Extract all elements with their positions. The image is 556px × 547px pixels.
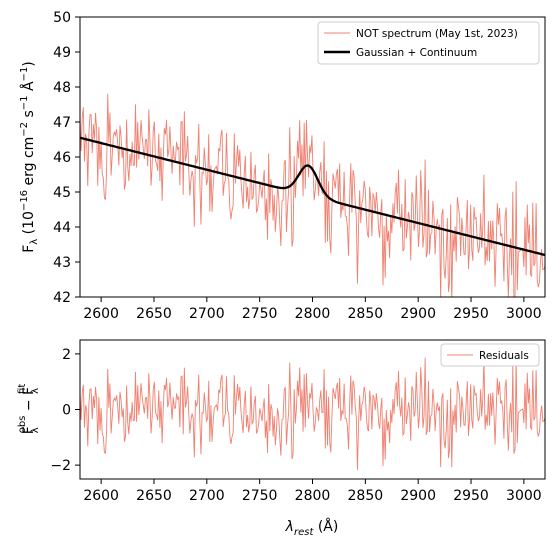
bottom-x-tick-label: 2650 xyxy=(136,488,172,504)
bottom-x-tick-label: 2900 xyxy=(400,488,436,504)
top-x-tick-label: 2650 xyxy=(136,306,172,322)
top-y-tick-label: 44 xyxy=(53,220,71,236)
bottom-plot-area xyxy=(80,356,545,470)
bottom-x-tick-label: 3000 xyxy=(506,488,542,504)
top-y-tick-label: 45 xyxy=(53,185,71,201)
top-y-tick-label: 48 xyxy=(53,80,71,96)
top-x-tick-label: 2950 xyxy=(453,306,489,322)
bottom-x-axis-label: λrest (Å) xyxy=(285,518,339,538)
top-x-tick-label: 2600 xyxy=(83,306,119,322)
bottom-x-tick-label: 2850 xyxy=(348,488,384,504)
top-y-tick-label: 47 xyxy=(53,115,71,131)
bottom-x-tick-label: 2950 xyxy=(453,488,489,504)
bottom-y-axis-label: Fλobs − Fλfit xyxy=(17,384,41,435)
bottom-y-ticks: −2 0 2 xyxy=(50,347,80,474)
top-x-tick-label: 2800 xyxy=(295,306,331,322)
bottom-y-tick-label: 2 xyxy=(62,347,71,363)
top-y-tick-label: 50 xyxy=(53,10,71,26)
top-y-tick-label: 43 xyxy=(53,255,71,271)
residuals-panel: 2600 2650 2700 2750 2800 2850 2900 2950 3000 −2 0… xyxy=(17,339,546,538)
top-x-ticks: 2600 2650 2700 2750 2800 2850 2900 2950 3000 xyxy=(83,297,542,322)
top-legend: NOT spectrum (May 1st, 2023) Gaussian + … xyxy=(317,21,540,65)
top-y-tick-label: 46 xyxy=(53,150,71,166)
residuals-line xyxy=(80,356,545,470)
bottom-x-tick-label: 2800 xyxy=(295,488,331,504)
legend-label-model: Gaussian + Continuum xyxy=(356,47,477,59)
spectrum-line xyxy=(80,93,545,297)
bottom-x-tick-label: 2750 xyxy=(242,488,278,504)
bottom-x-ticks: 2600 2650 2700 2750 2800 2850 2900 2950 3000 xyxy=(83,479,542,504)
bottom-y-tick-label: −2 xyxy=(50,458,71,474)
top-y-ticks: 42 43 44 45 46 47 48 49 50 xyxy=(53,10,80,306)
top-x-tick-label: 2850 xyxy=(348,306,384,322)
top-legend-box xyxy=(317,21,540,65)
top-x-tick-label: 2750 xyxy=(242,306,278,322)
bottom-y-tick-label: 0 xyxy=(62,403,71,419)
spectrum-panel: 2600 2650 2700 2750 2800 2850 2900 2950 3000 424… xyxy=(19,10,546,322)
top-x-tick-label: 2700 xyxy=(189,306,225,322)
top-plot-area xyxy=(80,93,545,297)
model-line xyxy=(80,136,545,257)
top-y-tick-label: 42 xyxy=(53,290,71,306)
top-y-tick-label: 49 xyxy=(53,45,71,61)
bottom-legend-box xyxy=(440,343,540,367)
top-x-tick-label: 3000 xyxy=(506,306,542,322)
legend-label-residuals: Residuals xyxy=(479,350,529,362)
bottom-x-tick-label: 2700 xyxy=(189,488,225,504)
top-x-tick-label: 2900 xyxy=(400,306,436,322)
legend-label-spectrum: NOT spectrum (May 1st, 2023) xyxy=(356,28,518,40)
bottom-x-tick-label: 2600 xyxy=(83,488,119,504)
bottom-legend: Residuals xyxy=(440,343,540,367)
top-y-axis-label: Fλ (10−16 erg cm−2 s−1 Å−1) xyxy=(19,61,40,253)
